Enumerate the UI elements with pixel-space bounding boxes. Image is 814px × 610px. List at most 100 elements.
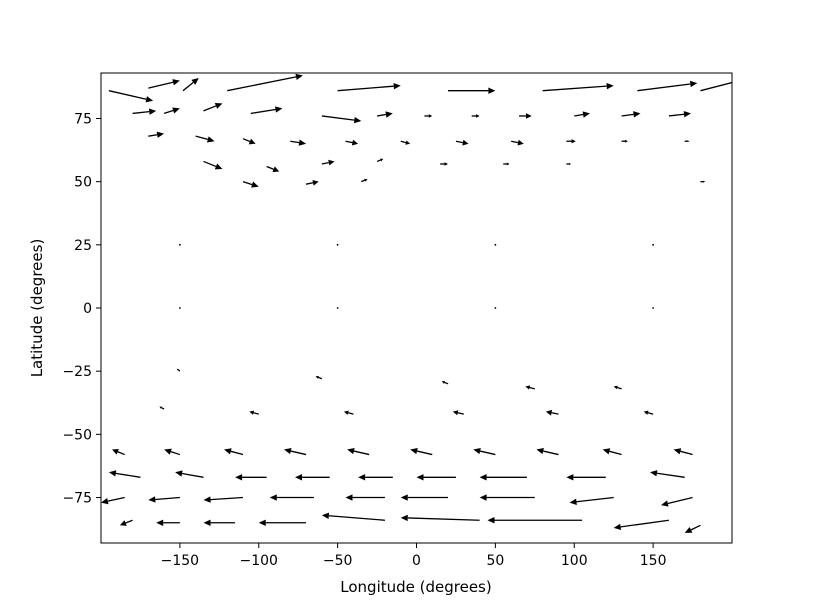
- vector-arrow: [132, 108, 157, 115]
- vector-arrow: [479, 474, 527, 481]
- vector-arrow: [336, 243, 339, 246]
- vector-arrow: [175, 470, 204, 478]
- vector-arrow: [569, 496, 614, 505]
- vector-arrow: [101, 496, 125, 505]
- vector-arrow: [613, 519, 669, 531]
- x-axis-label: Longitude (degrees): [340, 578, 491, 596]
- vector-arrow: [673, 448, 693, 456]
- vector-arrow: [602, 448, 622, 456]
- vector-arrow: [424, 114, 433, 118]
- vector-arrow: [361, 178, 368, 183]
- vector-arrow: [178, 243, 181, 246]
- vector-arrow: [156, 519, 180, 526]
- vector-arrow: [613, 385, 622, 390]
- vector-arrow: [473, 447, 496, 456]
- vector-arrow: [400, 140, 411, 145]
- vector-arrow: [343, 410, 354, 415]
- vector-arrow: [400, 514, 480, 522]
- vector-arrow: [536, 447, 559, 456]
- vector-arrow: [652, 243, 655, 246]
- vector-arrow: [376, 111, 393, 118]
- y-tick-label: −50: [62, 427, 92, 443]
- vector-arrow: [159, 406, 165, 410]
- vector-arrow: [242, 181, 259, 188]
- vector-arrow: [700, 81, 732, 92]
- y-tick-label: −25: [62, 364, 92, 380]
- vector-arrow: [266, 165, 280, 173]
- y-tick-label: 75: [74, 111, 92, 127]
- x-tick-label: −50: [323, 553, 353, 569]
- vector-arrow: [566, 139, 576, 144]
- vector-arrow: [250, 106, 283, 115]
- vector-arrow: [471, 114, 480, 118]
- vector-arrow: [487, 517, 583, 524]
- vector-arrow: [643, 410, 654, 415]
- vector-arrow: [148, 496, 180, 503]
- vector-arrow: [269, 494, 314, 501]
- vector-arrow: [182, 78, 199, 92]
- vector-arrow: [203, 160, 223, 170]
- vector-arrow: [305, 179, 319, 186]
- y-tick-label: 50: [74, 175, 92, 191]
- vector-arrow: [119, 519, 133, 526]
- x-tick-label: 100: [561, 553, 588, 569]
- x-tick-label: 0: [412, 553, 421, 569]
- vector-arrow: [661, 496, 693, 507]
- vector-arrow: [574, 111, 591, 118]
- vector-arrow: [224, 448, 244, 456]
- x-tick-label: −150: [161, 553, 199, 569]
- x-axis: −150 −100 −50 0 50 100 150: [161, 543, 667, 569]
- vector-arrow: [108, 470, 141, 478]
- vector-arrow: [479, 494, 535, 501]
- vector-arrow: [337, 83, 401, 92]
- vector-arrow: [148, 131, 165, 138]
- vector-arrow: [452, 410, 464, 416]
- vector-arrow: [455, 139, 469, 146]
- vector-arrow: [684, 140, 690, 143]
- vector-arrow: [163, 107, 180, 115]
- vector-arrow: [440, 162, 449, 166]
- vector-arrow: [178, 307, 181, 309]
- vector-arrow: [347, 447, 370, 456]
- vector-arrow: [621, 139, 628, 143]
- y-tick-label: −75: [62, 491, 92, 507]
- vector-arrow: [410, 447, 433, 456]
- y-axis-label: Latitude (degrees): [28, 239, 46, 378]
- y-axis: 75 50 25 0 −25 −50 −75: [62, 111, 101, 507]
- vector-arrow: [545, 409, 559, 416]
- vector-arrow: [164, 448, 181, 456]
- vector-arrow: [203, 496, 244, 503]
- vector-arrow: [315, 375, 323, 380]
- vector-arrow: [448, 87, 496, 94]
- vector-arrow: [519, 113, 532, 119]
- y-tick-label: 25: [74, 238, 92, 254]
- vector-arrow: [195, 135, 215, 143]
- y-tick-label: 0: [83, 301, 92, 317]
- vector-arrow: [203, 519, 236, 526]
- vector-arrow: [652, 307, 655, 309]
- vector-arrow: [336, 307, 339, 309]
- vector-arrow: [684, 524, 701, 533]
- x-tick-label: 50: [486, 553, 504, 569]
- plot-frame: [100, 72, 733, 544]
- vector-arrow: [108, 90, 154, 103]
- vector-arrow: [283, 447, 307, 456]
- vector-arrow: [249, 410, 259, 415]
- vector-arrow: [621, 111, 641, 118]
- x-tick-label: 150: [640, 553, 667, 569]
- vector-arrow: [700, 180, 706, 183]
- vector-arrow: [649, 470, 685, 478]
- vector-arrow: [566, 162, 572, 166]
- vector-field: [101, 73, 732, 533]
- vector-arrow: [358, 474, 393, 481]
- vector-arrow: [148, 79, 180, 89]
- vector-arrow: [494, 307, 497, 309]
- vector-arrow: [321, 159, 335, 166]
- vector-arrow: [494, 243, 497, 246]
- vector-arrow: [345, 139, 359, 146]
- vector-arrow: [400, 494, 449, 501]
- vector-arrow: [295, 474, 330, 481]
- vector-arrow: [258, 519, 307, 526]
- vector-arrow: [235, 474, 267, 481]
